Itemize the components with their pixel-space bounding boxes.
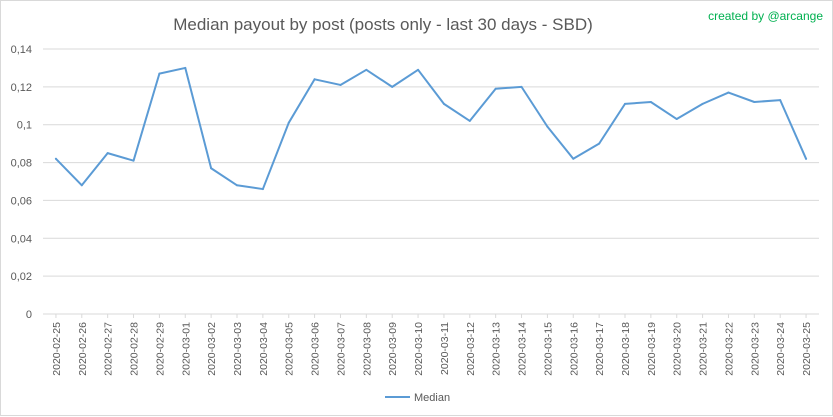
x-tick-label: 2020-03-06 — [310, 322, 322, 376]
x-tick-label: 2020-03-13 — [491, 322, 503, 376]
x-tick-label: 2020-03-17 — [594, 322, 606, 376]
x-tick-label: 2020-03-14 — [517, 322, 529, 376]
data-point — [313, 78, 316, 81]
data-point — [236, 184, 238, 187]
data-point — [261, 188, 264, 191]
y-tick-label: 0,02 — [11, 271, 32, 283]
x-tick-label: 2020-03-05 — [284, 322, 296, 376]
x-tick-label: 2020-02-28 — [129, 322, 141, 376]
y-tick-label: 0,12 — [11, 82, 32, 94]
data-point — [158, 72, 161, 75]
x-tick-label: 2020-03-12 — [465, 322, 477, 376]
y-axis-ticks: 0 0,02 0,04 0,06 0,08 0,1 0,12 0,14 — [11, 44, 32, 321]
x-tick-label: 2020-03-16 — [568, 322, 580, 376]
y-tick-label: 0 — [26, 309, 32, 321]
data-point — [624, 102, 626, 105]
x-tick-label: 2020-03-04 — [258, 322, 270, 376]
x-tick-label: 2020-03-20 — [672, 322, 684, 376]
data-point — [546, 125, 549, 128]
x-tick-label: 2020-03-24 — [775, 322, 787, 376]
series-line-median — [54, 66, 808, 191]
x-tick-label: 2020-03-25 — [801, 322, 813, 376]
data-point — [727, 91, 730, 94]
data-point — [287, 121, 290, 124]
x-tick-label: 2020-03-02 — [206, 322, 218, 376]
data-point — [805, 157, 808, 160]
data-point — [520, 85, 523, 88]
gridlines — [43, 48, 819, 315]
data-point — [106, 152, 109, 155]
data-point — [184, 66, 187, 69]
data-point — [494, 87, 497, 90]
data-point — [132, 159, 135, 162]
y-tick-label: 0,04 — [11, 233, 32, 245]
x-tick-label: 2020-02-27 — [103, 322, 115, 376]
credit-label: created by @arcange — [708, 9, 823, 23]
x-tick-label: 2020-03-22 — [723, 322, 735, 376]
data-point — [391, 85, 394, 88]
x-tick-label: 2020-03-01 — [180, 322, 192, 376]
chart-title: Median payout by post (posts only - last… — [173, 15, 593, 34]
x-tick-label: 2020-02-25 — [51, 322, 63, 376]
data-point — [572, 157, 575, 160]
legend: Median — [385, 392, 450, 404]
data-point — [701, 102, 704, 105]
data-point — [468, 119, 471, 122]
series-layer — [54, 66, 808, 191]
x-tick-label: 2020-03-21 — [698, 322, 710, 376]
data-point — [779, 99, 782, 102]
data-point — [442, 102, 445, 105]
data-point — [80, 184, 83, 187]
data-point — [598, 142, 601, 145]
x-tick-label: 2020-03-08 — [361, 322, 373, 376]
y-tick-label: 0,14 — [11, 44, 32, 56]
x-tick-label: 2020-03-07 — [335, 322, 347, 376]
x-tick-label: 2020-03-23 — [749, 322, 761, 376]
x-tick-label: 2020-03-10 — [413, 322, 425, 376]
x-tick-label: 2020-02-29 — [154, 322, 166, 376]
legend-label: Median — [414, 392, 450, 404]
x-tick-label: 2020-03-11 — [439, 322, 451, 375]
data-point — [753, 101, 756, 103]
data-point — [417, 68, 420, 71]
data-point — [210, 167, 213, 170]
data-point — [365, 68, 368, 71]
y-tick-label: 0,1 — [17, 120, 32, 132]
x-tick-label: 2020-03-19 — [646, 322, 658, 376]
y-tick-label: 0,06 — [11, 195, 32, 207]
x-tick-label: 2020-03-03 — [232, 322, 244, 376]
x-tick-label: 2020-02-26 — [77, 322, 89, 376]
x-tick-label: 2020-03-15 — [542, 322, 554, 376]
x-tick-label: 2020-03-18 — [620, 322, 632, 376]
data-point — [54, 157, 57, 160]
data-point — [649, 101, 652, 103]
x-axis-ticks: 2020-02-25 2020-02-26 2020-02-27 2020-02-28… — [51, 314, 813, 376]
x-tick-label: 2020-03-09 — [387, 322, 399, 376]
data-point — [339, 83, 342, 86]
y-tick-label: 0,08 — [11, 158, 32, 170]
data-point — [675, 118, 678, 121]
